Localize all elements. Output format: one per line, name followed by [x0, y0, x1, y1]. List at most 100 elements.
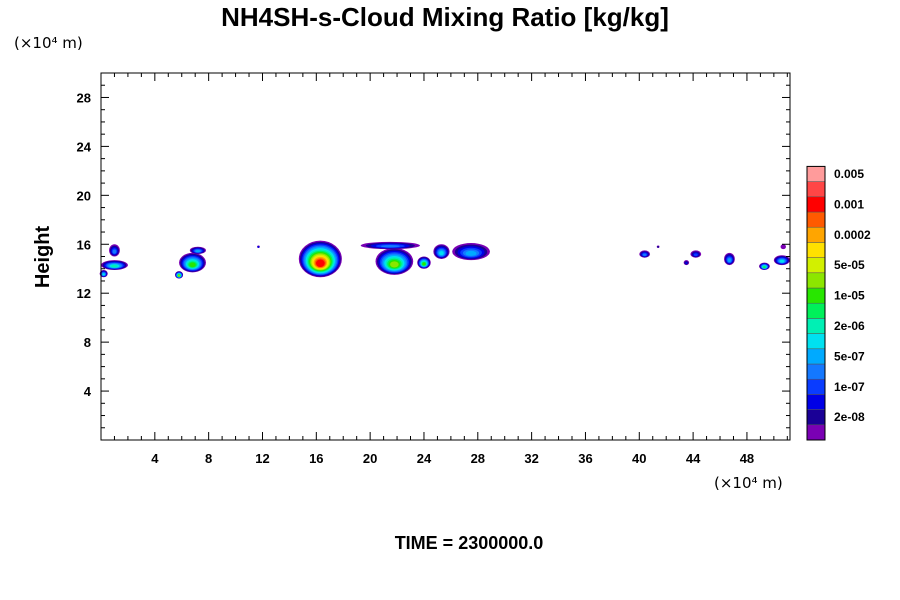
time-label: TIME = 2300000.0: [395, 533, 544, 553]
y-axis-unit: (×10⁴ m): [14, 34, 83, 52]
cloud-cell: [690, 250, 702, 258]
cloud-cell: [417, 256, 431, 269]
colorbar-swatch: [806, 287, 826, 304]
cloud-cell: [109, 244, 120, 257]
colorbar-swatch: [806, 272, 826, 289]
y-tick-label: 20: [77, 188, 91, 203]
cloud-cell: [360, 241, 420, 250]
cloud-cell: [189, 246, 206, 255]
cloud-contour-level: [380, 245, 400, 248]
colorbar-swatch: [806, 257, 826, 274]
cloud-cell: [101, 260, 128, 270]
y-tick-label: 28: [77, 90, 91, 105]
cloud-cell: [683, 260, 690, 266]
colorbar-label: 1e-05: [834, 289, 865, 303]
x-axis-ticks: 4 8 12 16 20 24 28 32 36 40 44 48: [113, 73, 788, 466]
colorbar: 2e-08 1e-07 5e-07 2e-06 1e-05 5e-05 0.0002 0.00…: [806, 165, 871, 441]
cloud-contour-level: [195, 250, 201, 253]
cloud-cell: [99, 269, 108, 278]
y-tick-label: 24: [77, 139, 92, 154]
x-tick-label: 48: [740, 451, 754, 466]
y-tick-label: 4: [84, 384, 92, 399]
cloud-cell: [257, 245, 260, 248]
cloud-contour-level: [111, 264, 118, 268]
colorbar-label: 5e-07: [834, 349, 865, 363]
colorbar-swatch: [806, 409, 826, 426]
cloud-cell: [639, 250, 651, 258]
cloud-cell: [656, 245, 660, 248]
y-axis-ticks: 4 8 12 16 20 24 28: [77, 84, 790, 429]
y-tick-label: 16: [77, 237, 91, 252]
colorbar-swatch: [806, 318, 826, 334]
colorbar-swatch: [806, 226, 826, 243]
cloud-contour-level: [439, 251, 444, 256]
cloud-cell: [433, 244, 450, 259]
cloud-contour-level: [465, 250, 477, 256]
x-tick-label: 20: [363, 451, 377, 466]
cloud-field: [99, 240, 790, 279]
colorbar-swatch: [806, 196, 826, 213]
cloud-contour-level: [315, 259, 325, 267]
cloud-contour-level: [763, 266, 766, 269]
colorbar-swatch: [806, 166, 826, 182]
cloud-cell: [780, 244, 786, 250]
colorbar-swatch: [806, 394, 826, 410]
x-tick-label: 32: [524, 451, 538, 466]
colorbar-label: 1e-07: [834, 380, 865, 394]
x-tick-label: 44: [686, 451, 701, 466]
cloud-cell: [175, 271, 184, 279]
colorbar-label: 0.001: [834, 197, 864, 211]
x-tick-label: 4: [151, 451, 159, 466]
cloud-cell: [375, 247, 414, 275]
cloud-contour-level: [390, 261, 399, 268]
x-tick-label: 36: [578, 451, 592, 466]
cloud-contour-level: [780, 244, 786, 250]
colorbar-label: 0.005: [834, 167, 864, 181]
chart-title: NH4SH-s-Cloud Mixing Ratio [kg/kg]: [221, 2, 669, 32]
colorbar-swatch: [806, 302, 826, 319]
cloud-contour-level: [112, 249, 117, 254]
colorbar-swatch: [806, 211, 826, 228]
cloud-contour-level: [779, 259, 785, 263]
cloud-contour-level: [178, 274, 181, 277]
cloud-contour-level: [657, 245, 660, 248]
cloud-contour-level: [685, 261, 688, 265]
colorbar-swatch: [806, 181, 826, 198]
cloud-contour-level: [727, 258, 732, 263]
cloud-contour-level: [422, 262, 426, 266]
y-axis-label: Height: [32, 226, 54, 289]
cloud-cell: [759, 262, 770, 270]
colorbar-swatch: [806, 333, 826, 350]
colorbar-swatch: [806, 242, 826, 258]
cloud-cell: [179, 252, 206, 273]
x-tick-label: 40: [632, 451, 646, 466]
cloud-contour-level: [693, 253, 698, 257]
x-axis-unit: (×10⁴ m): [714, 474, 783, 492]
x-tick-label: 16: [309, 451, 323, 466]
x-tick-label: 24: [417, 451, 432, 466]
colorbar-swatch: [806, 348, 826, 365]
cloud-contour-level: [189, 262, 196, 268]
colorbar-label: 0.0002: [834, 228, 871, 242]
cloud-cell: [773, 255, 790, 266]
cloud-cell: [298, 240, 342, 278]
x-tick-label: 8: [205, 451, 212, 466]
x-tick-label: 28: [471, 451, 485, 466]
colorbar-label: 5e-05: [834, 258, 865, 272]
colorbar-swatch: [806, 424, 826, 441]
cloud-contour-level: [102, 273, 105, 276]
cloud-cell: [452, 243, 490, 261]
cloud-contour-level: [642, 253, 647, 256]
y-tick-label: 8: [84, 335, 91, 350]
colorbar-swatch: [806, 363, 826, 380]
colorbar-label: 2e-06: [834, 319, 865, 333]
colorbar-label: 2e-08: [834, 410, 865, 424]
x-tick-label: 12: [255, 451, 269, 466]
cloud-cell: [724, 252, 735, 266]
cloud-contour-level: [257, 245, 260, 248]
colorbar-frame: [806, 165, 826, 441]
colorbar-swatch: [806, 378, 826, 395]
y-tick-label: 12: [77, 286, 91, 301]
